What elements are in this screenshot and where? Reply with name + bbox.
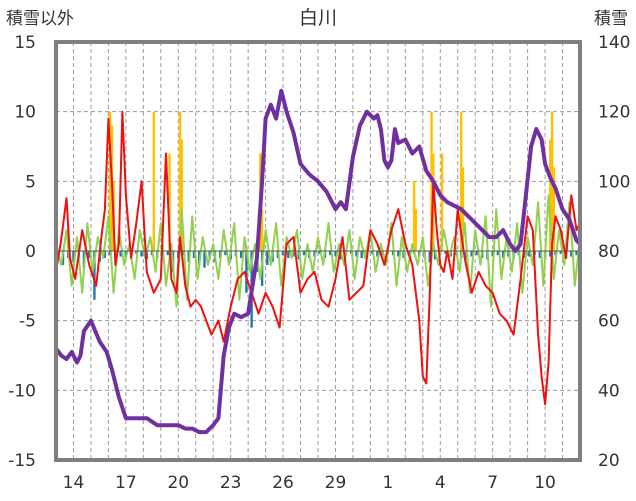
left-tick-label: 5 [25,172,36,192]
line-series [54,88,582,435]
precipitation-bar [491,251,494,257]
plot-frame [54,40,582,462]
x-tick-label: 23 [220,473,242,493]
x-axis-ticks: 14 17 20 23 26 29 1 4 7 10 [63,473,556,493]
precipitation-bar [166,251,169,256]
snowfall-bar [412,181,416,251]
left-axis-label: 積雪以外 [6,9,74,29]
precipitation-bar [287,251,290,258]
precipitation-bar [575,251,578,256]
precipitation-bar [87,251,91,258]
precipitation-bar [549,251,552,257]
precipitation-bar [496,251,500,256]
right-tick-label: 100 [598,172,630,192]
x-tick-label: 17 [115,473,137,493]
precipitation-bar [376,251,379,257]
precipitation-bar [444,251,447,254]
precipitation-bar [302,251,306,256]
left-tick-label: 15 [14,33,36,53]
x-tick-label: 1 [382,473,393,493]
snowfall-bar [552,167,555,251]
precipitation-bar [559,251,562,254]
left-tick-label: 10 [14,103,36,123]
right-tick-label: 140 [598,33,630,53]
precipitation-bar [203,251,206,268]
precipitation-bar [528,251,531,257]
precipitation-bar [103,251,107,258]
precipitation-bar [140,251,143,257]
precipitation-bar [570,251,573,257]
precipitation-bar [433,251,437,260]
precipitation-bar [428,251,431,263]
right-tick-label: 20 [598,451,620,471]
chart-title: 白川 [299,7,337,29]
precipitation-bar [318,251,321,254]
left-tick-label: 0 [25,242,36,262]
precipitation-bar [72,251,75,263]
precipitation-bar [266,251,269,265]
precipitation-bar [475,251,479,256]
precipitation-bar [119,251,122,257]
snowfall-bar [414,209,418,251]
right-axis-ticks: 140 120 100 80 60 40 20 [598,33,630,471]
snowfall-bar [168,153,171,251]
precipitation-bar [538,251,542,258]
snowfall-bar [178,111,182,252]
left-tick-label: -5 [19,312,36,332]
precipitation-bar [224,251,227,256]
precipitation-bar [329,251,332,256]
x-tick-label: 20 [167,473,189,493]
x-tick-label: 26 [272,473,294,493]
precipitation-bar [93,251,96,300]
precipitation-bar [360,251,363,258]
precipitation-bar [397,251,400,257]
x-tick-label: 7 [487,473,498,493]
precipitation-bar [355,251,358,257]
temperature-line [55,110,581,406]
x-tick-label: 29 [325,473,347,493]
precipitation-bar [245,251,248,293]
left-axis-ticks: 15 10 5 0 -5 -10 -15 [8,33,36,471]
snowfall-bar [108,111,112,252]
x-tick-label: 4 [435,473,446,493]
x-tick-label: 10 [534,473,556,493]
x-tick-label: 14 [63,473,85,493]
snowfall-bar [440,153,444,251]
precipitation-bar [281,251,285,256]
right-tick-label: 40 [598,381,620,401]
precipitation-bar [339,251,342,260]
right-axis-label: 積雪 [594,9,628,29]
precipitation-bar [239,251,243,258]
snowfall-bar [152,111,156,252]
right-tick-label: 120 [598,103,630,123]
snowfall-bar [180,139,183,251]
temp_change-line [55,194,581,308]
left-tick-label: -15 [8,451,36,471]
precipitation-bar [470,251,473,257]
right-tick-label: 60 [598,312,620,332]
snow_depth-line [54,88,582,435]
precipitation-bar [334,251,337,257]
right-tick-label: 80 [598,242,620,262]
snowfall-bar [460,111,463,252]
precipitation-bar [501,251,505,258]
precipitation-bar [192,251,196,258]
left-tick-label: -10 [8,381,36,401]
snowfall-bar [549,139,552,251]
precipitation-bar [135,251,138,254]
snowfall-bar [260,209,264,251]
precipitation-bar [370,251,374,254]
